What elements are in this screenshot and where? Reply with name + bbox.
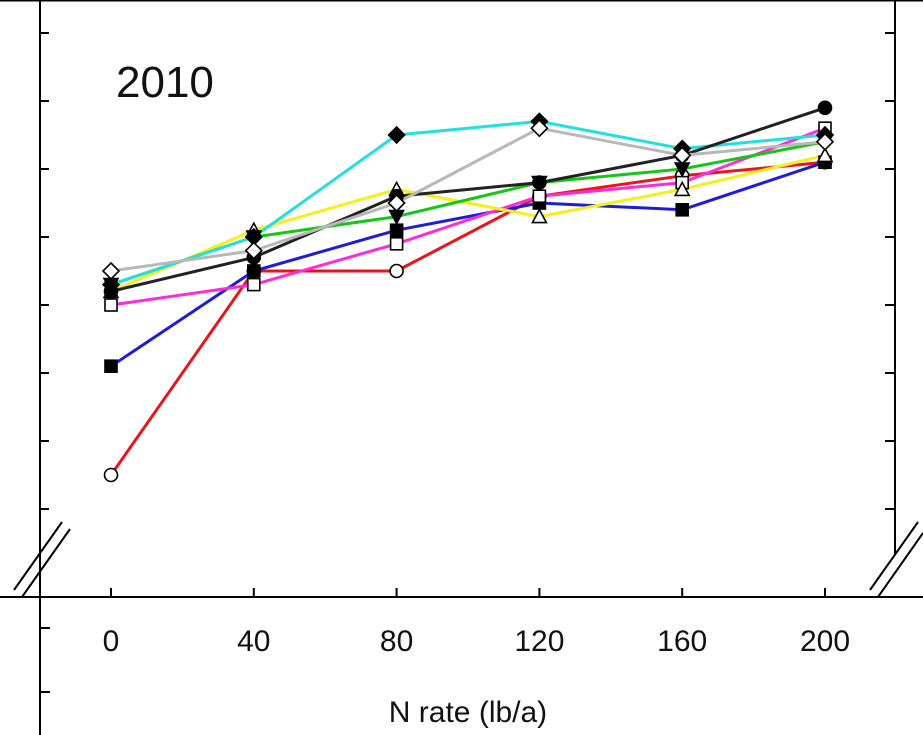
x-tick-label: 0	[103, 625, 120, 658]
x-tick-label: 80	[380, 625, 413, 658]
data-point	[673, 180, 691, 197]
data-point	[244, 241, 263, 260]
data-point	[531, 207, 548, 224]
data-point	[104, 359, 118, 374]
data-point	[247, 277, 261, 292]
data-point	[387, 193, 406, 213]
data-point	[389, 263, 404, 279]
series-line	[110, 126, 826, 273]
series-line	[110, 126, 826, 307]
data-point	[103, 467, 119, 483]
data-point	[816, 146, 834, 163]
series-line	[110, 140, 826, 287]
data-point	[532, 189, 547, 203]
series-line	[110, 160, 826, 368]
data-point	[815, 132, 835, 151]
data-point	[387, 125, 406, 145]
x-axis-title: N rate (lb/a)	[389, 696, 547, 729]
x-ticks: 0 40 80 120 160 200	[103, 588, 850, 658]
series-markers	[101, 100, 835, 483]
series-lines	[109, 106, 826, 476]
data-point	[532, 175, 547, 190]
x-tick-label: 160	[657, 625, 707, 658]
series-line	[109, 160, 826, 476]
x-tick-label: 40	[237, 625, 270, 658]
data-point	[101, 261, 121, 281]
series-line	[110, 153, 826, 293]
data-point	[103, 284, 119, 299]
chart-title: 2010	[116, 58, 214, 107]
series-line	[110, 106, 826, 293]
x-tick-label: 120	[514, 625, 564, 658]
data-point	[389, 237, 404, 251]
data-point	[675, 203, 690, 217]
data-point	[817, 100, 833, 116]
x-tick-label: 200	[800, 625, 850, 658]
data-point	[104, 298, 118, 312]
data-point	[389, 223, 404, 237]
data-point	[530, 119, 549, 138]
data-point	[673, 146, 692, 165]
data-point	[247, 264, 261, 278]
y-ticks	[40, 32, 895, 510]
